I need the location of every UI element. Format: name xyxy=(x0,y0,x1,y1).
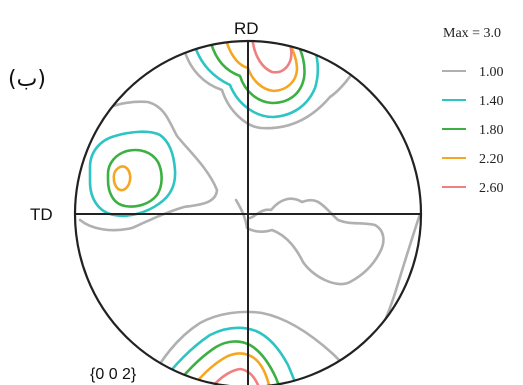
legend-value-1-40: 1.40 xyxy=(479,94,504,109)
contour-level-2-60-top xyxy=(251,41,293,74)
contour-level-1-80-left xyxy=(106,148,163,208)
contour-level-1-00-left xyxy=(75,100,219,232)
contour-level-2-20-top xyxy=(225,41,299,93)
legend-value-2-60: 2.60 xyxy=(479,181,504,196)
rd-label: RD xyxy=(234,19,259,38)
contour-level-1-00-top xyxy=(180,41,368,130)
contour-level-2-20-left xyxy=(112,165,132,192)
contour-level-1-00-bottom xyxy=(146,310,358,385)
contour-level-2-20-bottom xyxy=(192,352,271,385)
pole-figure-circle xyxy=(73,39,423,385)
contour-level-1-40-top xyxy=(192,41,320,119)
contour-level-2-60-bottom xyxy=(212,367,260,385)
plane-label: {0 0 2} xyxy=(90,366,137,383)
legend-value-1-80: 1.80 xyxy=(479,123,504,138)
contour-level-1-00-center xyxy=(234,197,385,286)
legend-max-label: Max = 3.0 xyxy=(443,26,501,41)
contour-level-1-80-top xyxy=(209,41,306,105)
legend-value-2-20: 2.20 xyxy=(479,152,504,167)
legend-value-1-00: 1.00 xyxy=(479,65,504,80)
contour-level-1-00-right xyxy=(378,212,421,336)
td-label: TD xyxy=(30,205,53,224)
contour-plot xyxy=(75,41,421,385)
contour-level-1-40-bottom xyxy=(158,326,298,385)
panel-label: (ب) xyxy=(8,67,46,92)
legend: Max = 3.0 1.00 1.40 1.80 2.20 2.60 xyxy=(442,26,504,196)
contour-level-1-80-bottom xyxy=(174,340,281,385)
